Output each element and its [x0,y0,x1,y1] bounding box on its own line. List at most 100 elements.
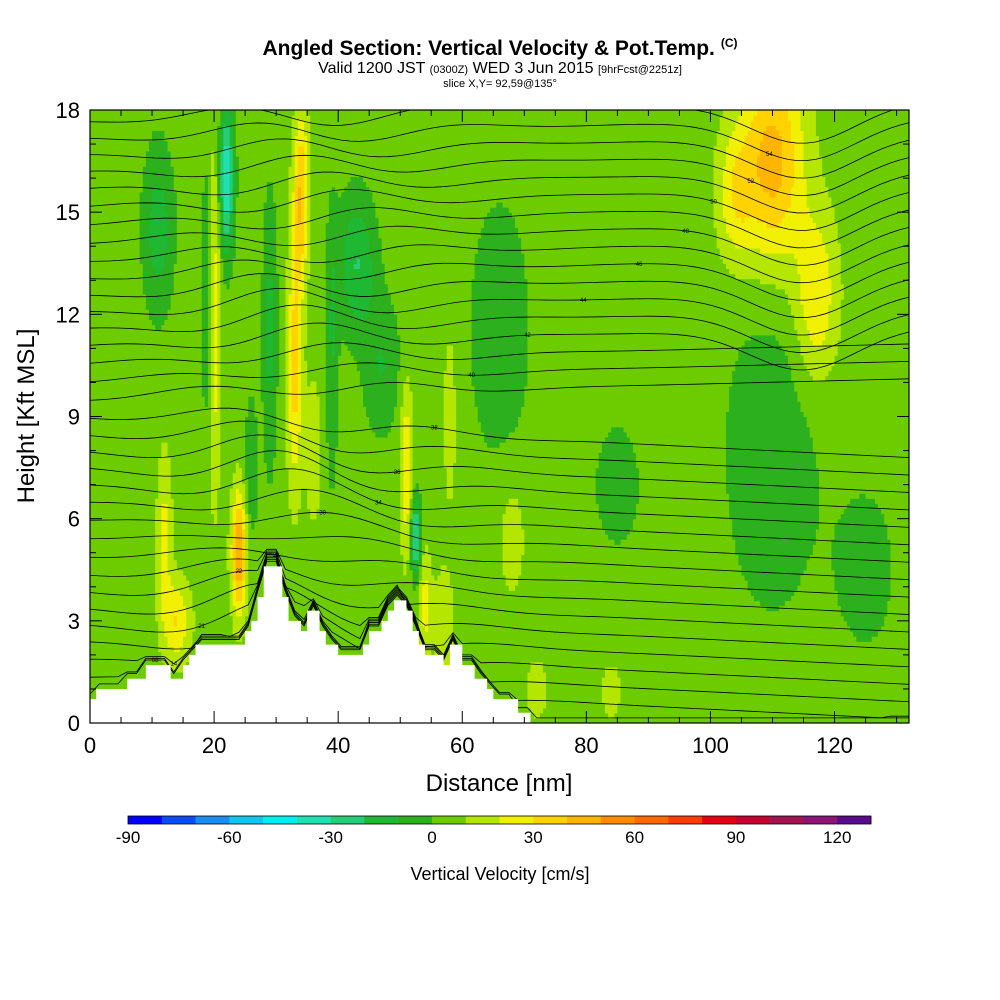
heatmap-cell [207,390,212,397]
heatmap-cell [418,590,423,596]
heatmap-cell [220,350,262,356]
heatmap-cell [403,569,408,576]
heatmap-cell [167,442,212,448]
heatmap-cell [490,207,510,213]
heatmap-cell [266,191,274,198]
heatmap-cell [713,181,724,188]
heatmap-cell [229,585,234,591]
heatmap-cell [452,360,473,367]
heatmap-cell [90,610,156,617]
x-axis: 0 20 40 60 80 100 120 [84,110,898,758]
heatmap-cell [220,140,224,147]
heatmap-cell [217,293,221,300]
heatmap-cell [242,508,246,515]
heatmap-cell [235,467,243,474]
heatmap-cell [890,569,909,576]
heatmap-cell [291,283,296,290]
heatmap-cell [328,207,377,213]
heatmap-cell [840,513,885,520]
heatmap-cell [325,299,333,305]
heatmap-cell [161,574,172,581]
heatmap-cell [245,421,259,428]
heatmap-cell [781,166,795,172]
heatmap-cell [409,472,414,479]
heatmap-cell [319,503,401,510]
heatmap-cell [372,273,386,280]
heatmap-cell [229,155,234,162]
heatmap-cell [477,242,522,249]
heatmap-cell [803,360,836,367]
heatmap-cell [508,207,715,213]
heatmap-cell [170,304,203,310]
heatmap-cell [341,191,373,198]
heatmap-cell [713,150,727,157]
heatmap-cell [310,130,718,137]
heatmap-cell [524,533,609,540]
heatmap-cell [412,436,445,443]
heatmap-cell [716,227,727,234]
heatmap-cell [307,360,327,367]
heatmap-cell [155,533,162,540]
heatmap-cell [359,258,373,264]
heatmap-cell [304,268,311,275]
heatmap-cell [248,610,420,617]
heatmap-cell [403,380,411,387]
heatmap-cell [210,493,218,499]
heatmap-cell [167,242,178,249]
heatmap-cell [325,232,345,239]
heatmap-cell [201,355,209,361]
heatmap-cell [201,273,209,280]
isentrope-line [90,342,909,364]
heatmap-cell [235,212,265,218]
colorbar-swatch [296,816,331,824]
heatmap-cell [344,232,370,239]
heatmap-cell [636,503,730,510]
heatmap-cell [242,554,246,561]
heatmap-cell [722,171,733,178]
heatmap-cell [363,401,398,407]
heatmap-cell [815,528,836,535]
heatmap-cell [505,508,522,515]
heatmap-cell [300,329,308,336]
heatmap-cell [263,253,277,259]
heatmap-cell [335,467,401,474]
heatmap-cell [294,155,299,162]
heatmap-cell [369,416,395,423]
heatmap-cell [452,620,848,627]
heatmap-cell [890,579,909,586]
heatmap-cell [220,150,224,157]
heatmap-cell [775,334,798,341]
heatmap-cell [173,498,212,504]
heatmap-cell [285,273,293,280]
heatmap-cell [325,278,333,285]
heatmap-cell [307,329,327,336]
heatmap-cell [452,350,473,356]
heatmap-cell [90,518,156,525]
isentrope-label: 50 [710,199,717,205]
heatmap-cell [291,324,299,331]
heatmap-cell [471,304,529,310]
heatmap-cell [443,421,457,428]
heatmap-cell [887,610,909,617]
heatmap-cell [161,513,169,520]
heatmap-cell [210,360,215,367]
heatmap-cell [161,442,169,448]
heatmap-cell [90,462,159,469]
heatmap-cell [266,462,274,469]
heatmap-cell [763,135,783,142]
heatmap-cell [527,283,777,290]
heatmap-cell [217,344,221,351]
heatmap-cell [791,186,808,193]
heatmap-cell [210,498,218,504]
heatmap-cell [139,212,150,218]
heatmap-cell [173,263,203,269]
heatmap-cell [210,467,221,474]
heatmap-cell [257,503,290,510]
heatmap-cell [781,176,795,183]
heatmap-cell [214,344,218,351]
heatmap-cell [217,186,221,193]
heatmap-cell [307,498,321,504]
heatmap-cell [297,396,302,402]
heatmap-cell [245,472,259,479]
heatmap-cell [713,201,724,208]
